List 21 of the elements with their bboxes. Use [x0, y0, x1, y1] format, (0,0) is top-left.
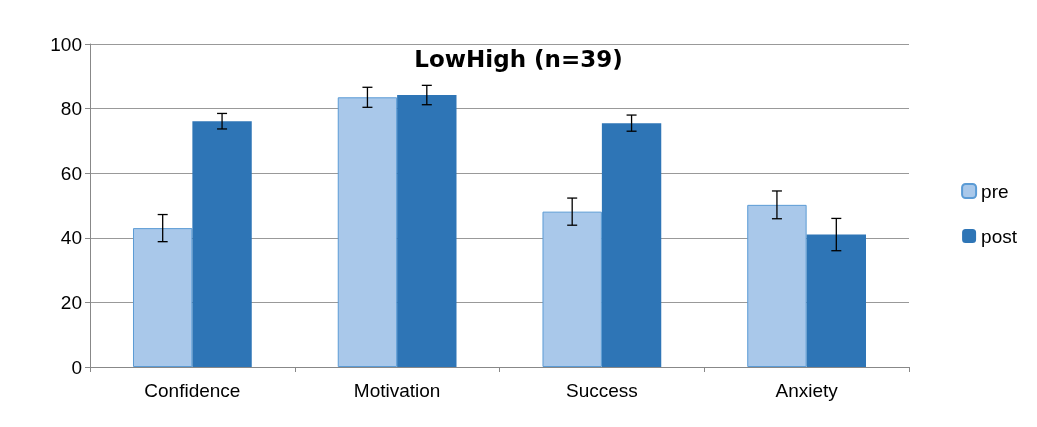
- legend-label: pre: [981, 180, 1009, 202]
- y-tick-label: 80: [60, 98, 82, 120]
- bar: [747, 204, 807, 367]
- bar: [806, 234, 866, 367]
- y-tick-label: 60: [60, 162, 82, 184]
- x-tick-label: Confidence: [144, 380, 241, 401]
- y-tick-label: 0: [71, 356, 82, 378]
- bar: [133, 228, 193, 367]
- legend-label: post: [981, 225, 1018, 247]
- bar: [601, 123, 662, 367]
- bar: [337, 97, 398, 367]
- x-tick-label: Anxiety: [775, 380, 839, 401]
- chart-title: LowHigh (n=39): [414, 45, 623, 72]
- bar: [397, 95, 457, 367]
- bar: [542, 211, 602, 367]
- bar: [192, 121, 252, 367]
- y-tick-label: 20: [60, 291, 82, 313]
- x-tick-label: Success: [565, 380, 638, 401]
- y-tick-label: 40: [60, 227, 82, 249]
- x-tick-label: Motivation: [353, 380, 441, 401]
- y-tick-label: 100: [50, 33, 82, 55]
